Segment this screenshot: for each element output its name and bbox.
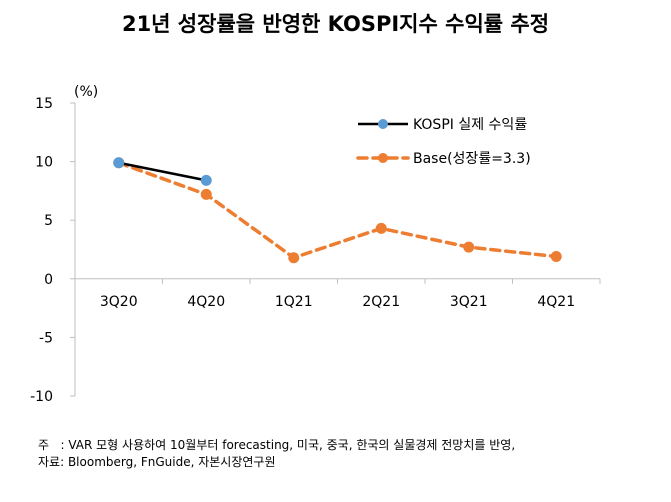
legend-marker	[378, 153, 388, 163]
data-point	[288, 252, 300, 264]
data-point	[550, 251, 562, 263]
data-point	[463, 241, 475, 253]
y-axis-label: (%)	[74, 84, 98, 100]
data-point	[200, 174, 212, 186]
y-tick-label: -5	[39, 330, 53, 346]
legend-label: Base(성장률=3.3)	[413, 151, 531, 167]
chart-title: 21년 성장률을 반영한 KOSPI지수 수익률 추정	[121, 12, 550, 36]
y-tick-label: 5	[44, 213, 53, 229]
legend: KOSPI 실제 수익률 Base(성장률=3.3)	[356, 117, 531, 167]
y-tick-label: 0	[44, 272, 53, 288]
data-point	[375, 222, 387, 234]
data-point	[113, 157, 125, 169]
data-point	[200, 188, 212, 200]
x-tick-label: 3Q21	[450, 294, 488, 310]
x-tick-label: 4Q21	[537, 294, 575, 310]
y-tick-labels: 15 10 5 0 -5 -10	[30, 96, 53, 405]
series-line	[117, 161, 558, 260]
series-group	[113, 157, 562, 264]
x-tick-label: 1Q21	[275, 294, 313, 310]
x-tick-label: 4Q20	[187, 294, 225, 310]
legend-marker	[378, 119, 388, 129]
y-tick-label: 10	[35, 155, 53, 171]
x-tick-labels: 3Q20 4Q20 1Q21 2Q21 3Q21 4Q21	[100, 294, 575, 310]
legend-label: KOSPI 실제 수익률	[413, 117, 527, 133]
series-line	[118, 161, 207, 182]
y-tick-label: -10	[30, 389, 53, 405]
axes	[70, 102, 601, 397]
x-tick-label: 2Q21	[362, 294, 400, 310]
footnote-line-2: 자료: Bloomberg, FnGuide, 자본시장연구원	[38, 455, 276, 469]
footnote-line-1: 주 : VAR 모형 사용하여 10월부터 forecasting, 미국, 중…	[38, 438, 516, 452]
x-tick-label: 3Q20	[100, 294, 138, 310]
y-tick-label: 15	[35, 96, 53, 112]
footnotes: 주 : VAR 모형 사용하여 10월부터 forecasting, 미국, 중…	[38, 437, 515, 471]
